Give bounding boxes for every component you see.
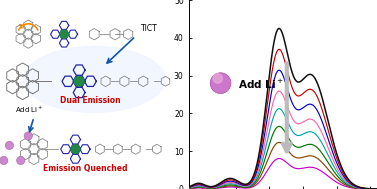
Circle shape xyxy=(210,73,231,94)
Text: Dual Emission: Dual Emission xyxy=(60,96,121,105)
Circle shape xyxy=(17,156,25,165)
Circle shape xyxy=(0,156,8,165)
Text: Emission Quenched: Emission Quenched xyxy=(43,163,127,173)
Ellipse shape xyxy=(23,46,165,112)
Circle shape xyxy=(71,145,80,153)
Circle shape xyxy=(60,30,68,38)
Text: TICT: TICT xyxy=(141,24,158,33)
Text: Add Li$^+$: Add Li$^+$ xyxy=(238,77,284,91)
Circle shape xyxy=(24,132,32,140)
Circle shape xyxy=(5,141,14,149)
Circle shape xyxy=(213,74,222,83)
Text: Add Li$^+$: Add Li$^+$ xyxy=(15,105,43,115)
Circle shape xyxy=(74,76,84,86)
